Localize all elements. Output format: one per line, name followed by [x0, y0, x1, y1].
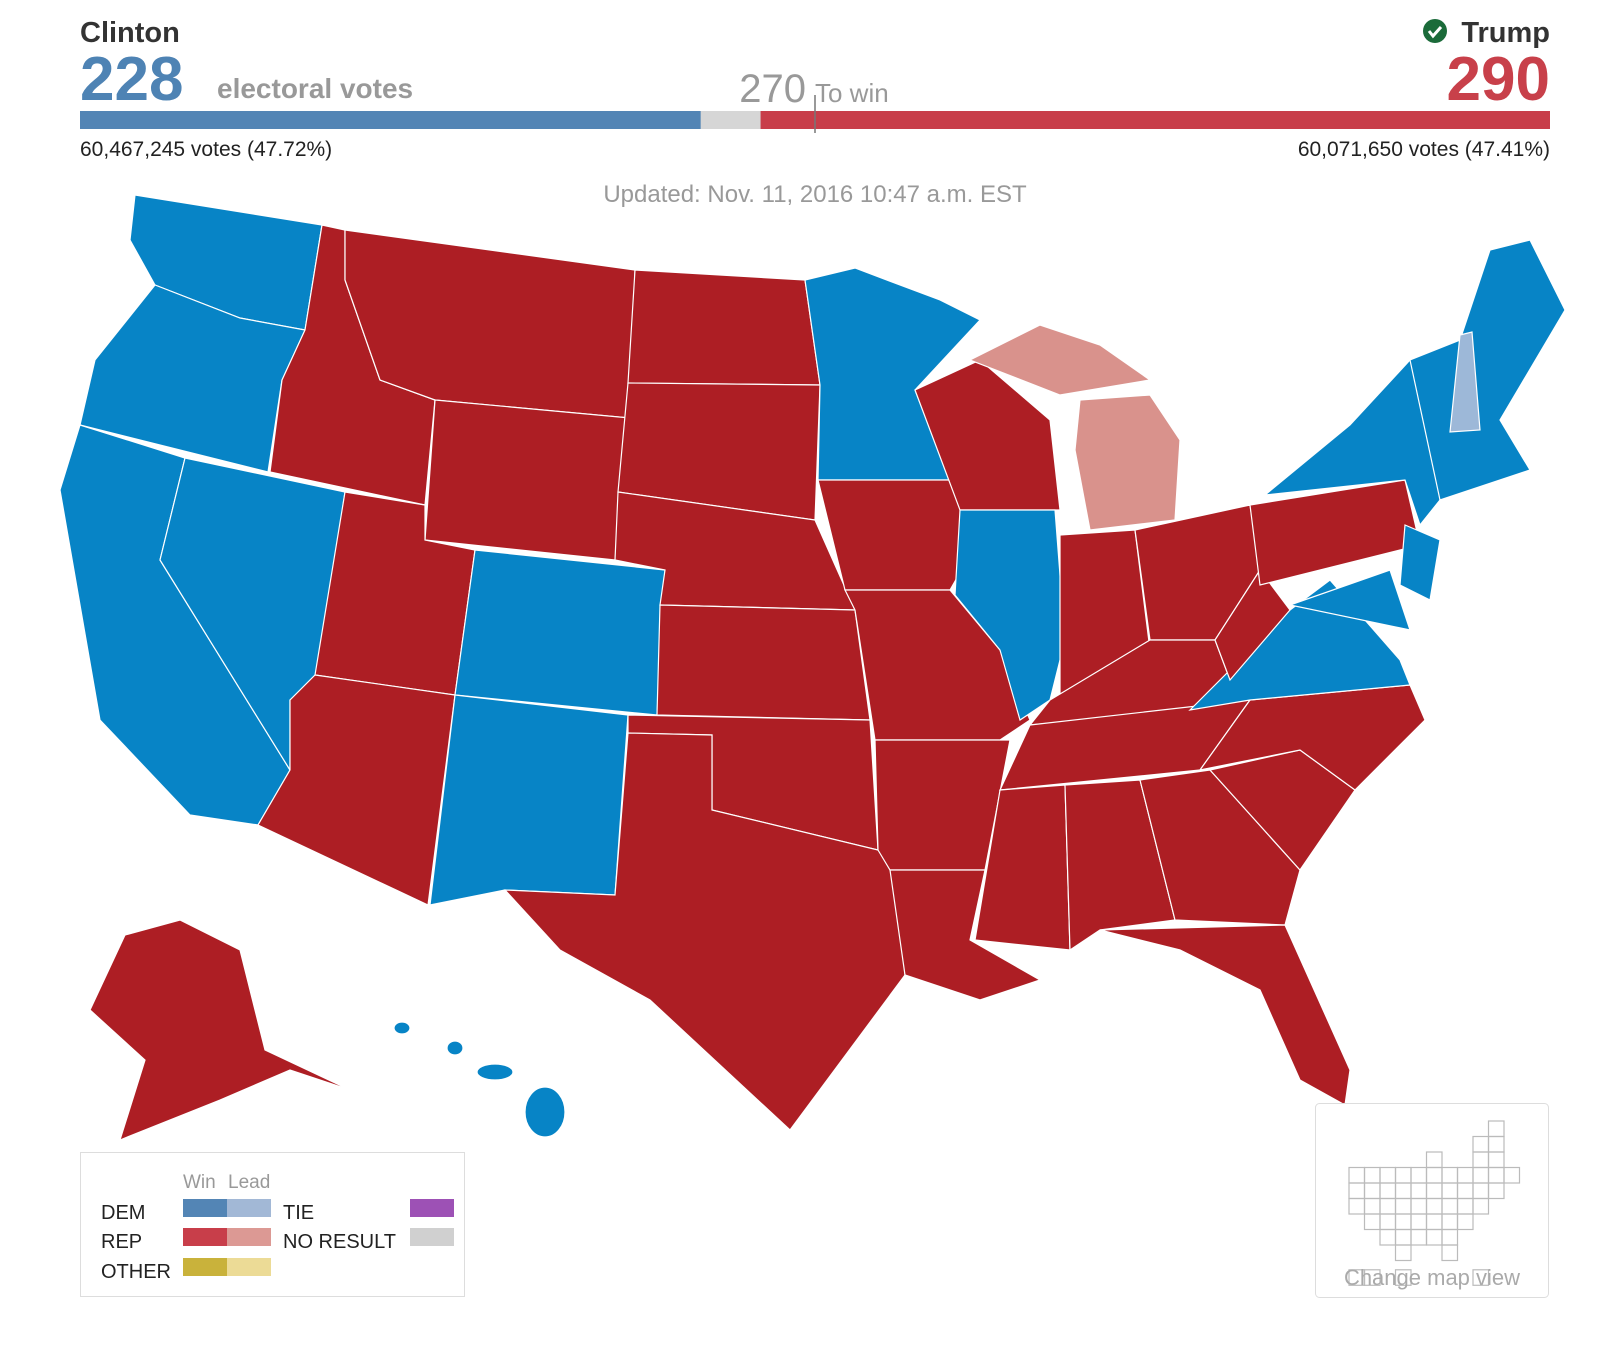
state[interactable] [1214, 568, 1291, 682]
state[interactable] [524, 1086, 566, 1138]
state[interactable] [1409, 239, 1566, 501]
state[interactable] [1399, 524, 1441, 601]
legend-label: REP [101, 1231, 142, 1253]
state[interactable] [1249, 479, 1421, 586]
winner-check [1423, 19, 1447, 43]
legend-label: NO RESULT [283, 1231, 396, 1253]
us-map [59, 194, 1566, 1142]
legend-label: TIE [283, 1202, 314, 1224]
tile [1394, 1269, 1412, 1286]
tile [1472, 1197, 1490, 1215]
state[interactable] [914, 359, 1061, 511]
state[interactable] [476, 1063, 514, 1081]
state[interactable] [1139, 769, 1301, 926]
electoral-bar [80, 95, 1550, 133]
state[interactable] [393, 1021, 411, 1035]
electoral-label: electoral votes [217, 73, 413, 104]
state[interactable] [89, 919, 351, 1142]
popular-vote: 60,071,650 votes (47.41%) [1298, 138, 1550, 161]
candidate-name: Trump [1461, 17, 1550, 49]
change-map-view[interactable]: Change map view [1315, 1103, 1549, 1298]
to-win-number: 270 [739, 67, 806, 111]
state[interactable] [454, 549, 666, 716]
state[interactable] [968, 324, 1152, 396]
button-label[interactable]: Change map view [1344, 1265, 1520, 1290]
legend-swatch [183, 1228, 227, 1246]
legend-swatch [410, 1199, 454, 1217]
state[interactable] [1449, 331, 1481, 433]
rep-votes [760, 111, 1550, 129]
legend-swatch [183, 1258, 227, 1276]
legend-column: Lead [228, 1172, 270, 1193]
legend-swatch [227, 1258, 271, 1276]
electoral-count: 228 [80, 45, 183, 114]
legend-swatch [410, 1228, 454, 1246]
state[interactable] [1074, 394, 1181, 531]
state[interactable] [1287, 569, 1411, 631]
tile [1394, 1244, 1412, 1262]
legend-label: OTHER [101, 1261, 171, 1283]
state[interactable] [79, 284, 306, 473]
candidate-name: Clinton [80, 17, 180, 49]
state[interactable] [429, 694, 629, 906]
state[interactable] [817, 479, 971, 591]
state[interactable] [627, 269, 821, 386]
check-mark [1427, 26, 1443, 39]
legend-swatch [227, 1199, 271, 1217]
tile [1472, 1269, 1490, 1286]
legend-column: Win [183, 1172, 216, 1193]
legend-box [80, 1152, 465, 1297]
to-win-label: To win [815, 78, 889, 108]
state[interactable] [424, 399, 631, 561]
legend-label: DEM [101, 1202, 145, 1224]
state[interactable] [1099, 924, 1351, 1106]
dem-votes [80, 111, 701, 129]
tile [1441, 1244, 1459, 1262]
state[interactable] [503, 732, 906, 1131]
electoral-count: 290 [1447, 45, 1550, 114]
legend-swatch [183, 1199, 227, 1217]
tile [1363, 1269, 1381, 1286]
state[interactable] [446, 1040, 464, 1056]
tile [1456, 1213, 1474, 1231]
popular-vote: 60,467,245 votes (47.72%) [80, 138, 332, 161]
updated-time: Updated: Nov. 11, 2016 10:47 a.m. EST [603, 181, 1027, 208]
tile-icon [1348, 1120, 1521, 1286]
state[interactable] [889, 869, 1042, 1001]
state[interactable] [954, 509, 1066, 721]
state[interactable] [656, 604, 871, 721]
legend-swatch [227, 1228, 271, 1246]
state[interactable] [1064, 779, 1176, 952]
tile [1487, 1182, 1505, 1200]
tile [1503, 1166, 1521, 1184]
